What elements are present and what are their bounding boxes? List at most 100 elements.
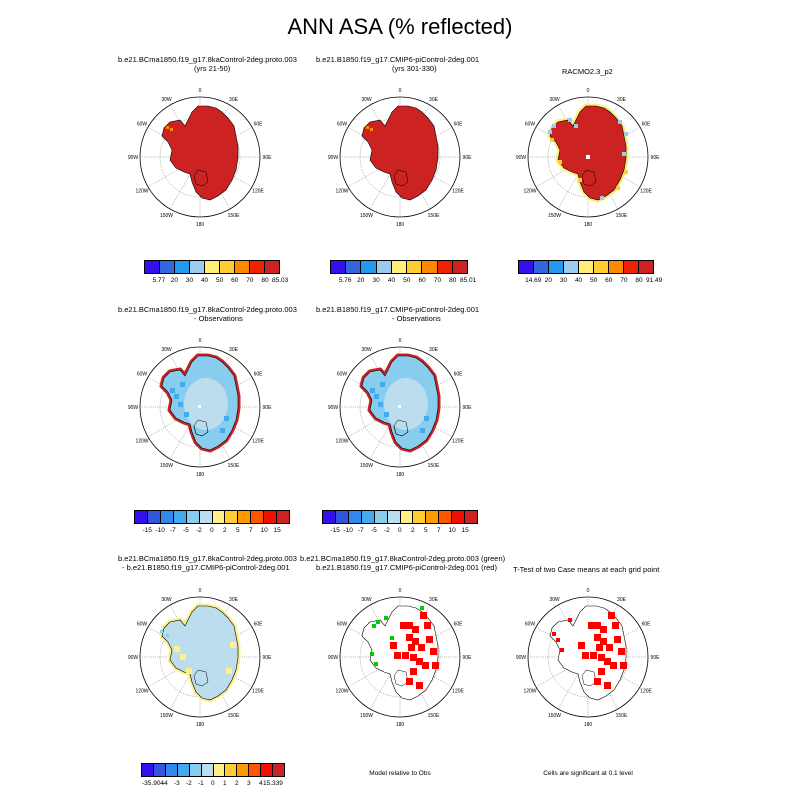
colorbar-label: 15 bbox=[461, 527, 469, 534]
grid-cell bbox=[370, 652, 374, 656]
grid-cell bbox=[612, 622, 619, 629]
grid-cell bbox=[600, 626, 607, 633]
grid-cell bbox=[594, 634, 601, 641]
grid-cell bbox=[590, 652, 597, 659]
grid-cell bbox=[420, 612, 427, 619]
lon-label: 120W bbox=[135, 689, 148, 695]
lon-label: 0 bbox=[399, 88, 402, 94]
grid-cell bbox=[578, 642, 585, 649]
colorbar-label: 7 bbox=[249, 527, 253, 534]
lon-label: 30W bbox=[361, 597, 372, 603]
colorbar-label: -3 bbox=[174, 780, 180, 787]
colorbar-label: 30 bbox=[559, 277, 568, 284]
grid-cell bbox=[374, 394, 379, 399]
colorbar-swatch bbox=[624, 261, 639, 273]
panel-4-title: b.e21.BCma1850.f19_g17.8kaControl-2deg.p… bbox=[118, 305, 297, 323]
colorbar-swatch bbox=[147, 511, 161, 523]
grid-cell bbox=[418, 644, 425, 651]
colorbar-label: 20 bbox=[357, 277, 365, 284]
lon-label: 60E bbox=[254, 122, 264, 128]
grid-cell bbox=[370, 388, 375, 393]
lon-label: 60E bbox=[454, 372, 464, 378]
grid-cell bbox=[560, 648, 564, 652]
colorbar-swatch bbox=[225, 511, 239, 523]
grid-cell bbox=[552, 124, 556, 128]
colorbar-swatch bbox=[160, 261, 175, 273]
grid-cell bbox=[170, 388, 175, 393]
colorbar-swatch bbox=[579, 261, 594, 273]
lon-label: 30W bbox=[361, 347, 372, 353]
grid-cell bbox=[582, 652, 589, 659]
colorbar-swatch bbox=[519, 261, 534, 273]
colorbar-label: -35.904 bbox=[142, 780, 165, 787]
grid-cell bbox=[406, 634, 413, 641]
lon-label: 30E bbox=[429, 347, 439, 353]
grid-cell bbox=[574, 124, 578, 128]
grid-cell bbox=[160, 630, 163, 633]
lon-label: 150W bbox=[160, 213, 173, 219]
panel-1-title: b.e21.BCma1850.f19_g17.8kaControl-2deg.p… bbox=[118, 55, 297, 73]
colorbar-label: 7 bbox=[437, 527, 441, 534]
grid-cell bbox=[424, 416, 429, 421]
lon-label: 60W bbox=[337, 372, 348, 378]
lon-label: 150W bbox=[548, 213, 561, 219]
lon-label: 180 bbox=[396, 722, 405, 728]
ttest-note: Cells are significant at 0.1 level bbox=[543, 770, 633, 777]
lon-label: 150W bbox=[360, 213, 373, 219]
grid-cell bbox=[372, 624, 376, 628]
lon-label: 120E bbox=[640, 689, 652, 695]
lon-label: 150W bbox=[160, 463, 173, 469]
lon-label: 30W bbox=[161, 97, 172, 103]
colorbar-label: 40 bbox=[200, 277, 209, 284]
colorbar-swatch bbox=[145, 261, 160, 273]
colorbar-swatch bbox=[201, 764, 214, 776]
colorbar-swatch bbox=[437, 261, 453, 273]
colorbar-panel-3 bbox=[518, 260, 654, 274]
grid-cell bbox=[618, 120, 622, 124]
grid-cell bbox=[624, 170, 628, 174]
colorbar-label: 60 bbox=[231, 277, 239, 284]
polar-map-panel-5: 0 30E 60E 90E 120E 150E 180 150W 120W 90W 60W 30W bbox=[328, 338, 472, 478]
colorbar-swatch bbox=[564, 261, 579, 273]
relobs-note: Model relative to Obs bbox=[369, 770, 431, 777]
grid-cell bbox=[170, 128, 173, 131]
lon-label: 30W bbox=[161, 347, 172, 353]
lon-label: 90E bbox=[263, 155, 273, 161]
panel-3-title: RACMO2.3_p2 bbox=[562, 67, 613, 76]
lon-label: 150E bbox=[228, 463, 240, 469]
grid-cell bbox=[412, 626, 419, 633]
grid-cell bbox=[604, 658, 611, 665]
colorbar-swatch bbox=[165, 764, 178, 776]
colorbar-swatch bbox=[413, 511, 427, 523]
colorbar-label: 10 bbox=[448, 527, 456, 534]
colorbar-label: 15.339 bbox=[263, 780, 283, 787]
colorbar-swatch bbox=[213, 764, 226, 776]
grid-cell bbox=[412, 638, 419, 645]
grid-cell bbox=[374, 662, 378, 666]
antarctica-landmass bbox=[361, 105, 439, 201]
lon-label: 150E bbox=[228, 213, 240, 219]
lon-label: 30E bbox=[229, 597, 239, 603]
colorbar-panel-1 bbox=[144, 260, 280, 274]
colorbar-swatch bbox=[549, 261, 564, 273]
antarctica-landmass bbox=[161, 605, 239, 701]
grid-cell bbox=[376, 620, 380, 624]
colorbar-swatch bbox=[250, 261, 265, 273]
colorbar-label: 5 bbox=[236, 527, 240, 534]
grid-cell bbox=[220, 428, 225, 433]
grid-cell bbox=[366, 126, 369, 129]
lon-label: 60E bbox=[642, 622, 652, 628]
colorbar-swatch bbox=[376, 261, 392, 273]
lon-label: 120W bbox=[523, 689, 536, 695]
colorbar-label: -10 bbox=[343, 527, 353, 534]
colorbar-label: 5 bbox=[424, 527, 428, 534]
grid-cell bbox=[166, 126, 169, 129]
colorbar-label: -2 bbox=[384, 527, 390, 534]
colorbar-swatch bbox=[534, 261, 549, 273]
grid-cell bbox=[180, 382, 185, 387]
lon-label: 150W bbox=[160, 713, 173, 719]
lon-label: 120E bbox=[452, 189, 464, 195]
lon-label: 30E bbox=[617, 97, 627, 103]
grid-cell bbox=[424, 622, 431, 629]
colorbar-swatch bbox=[160, 511, 174, 523]
